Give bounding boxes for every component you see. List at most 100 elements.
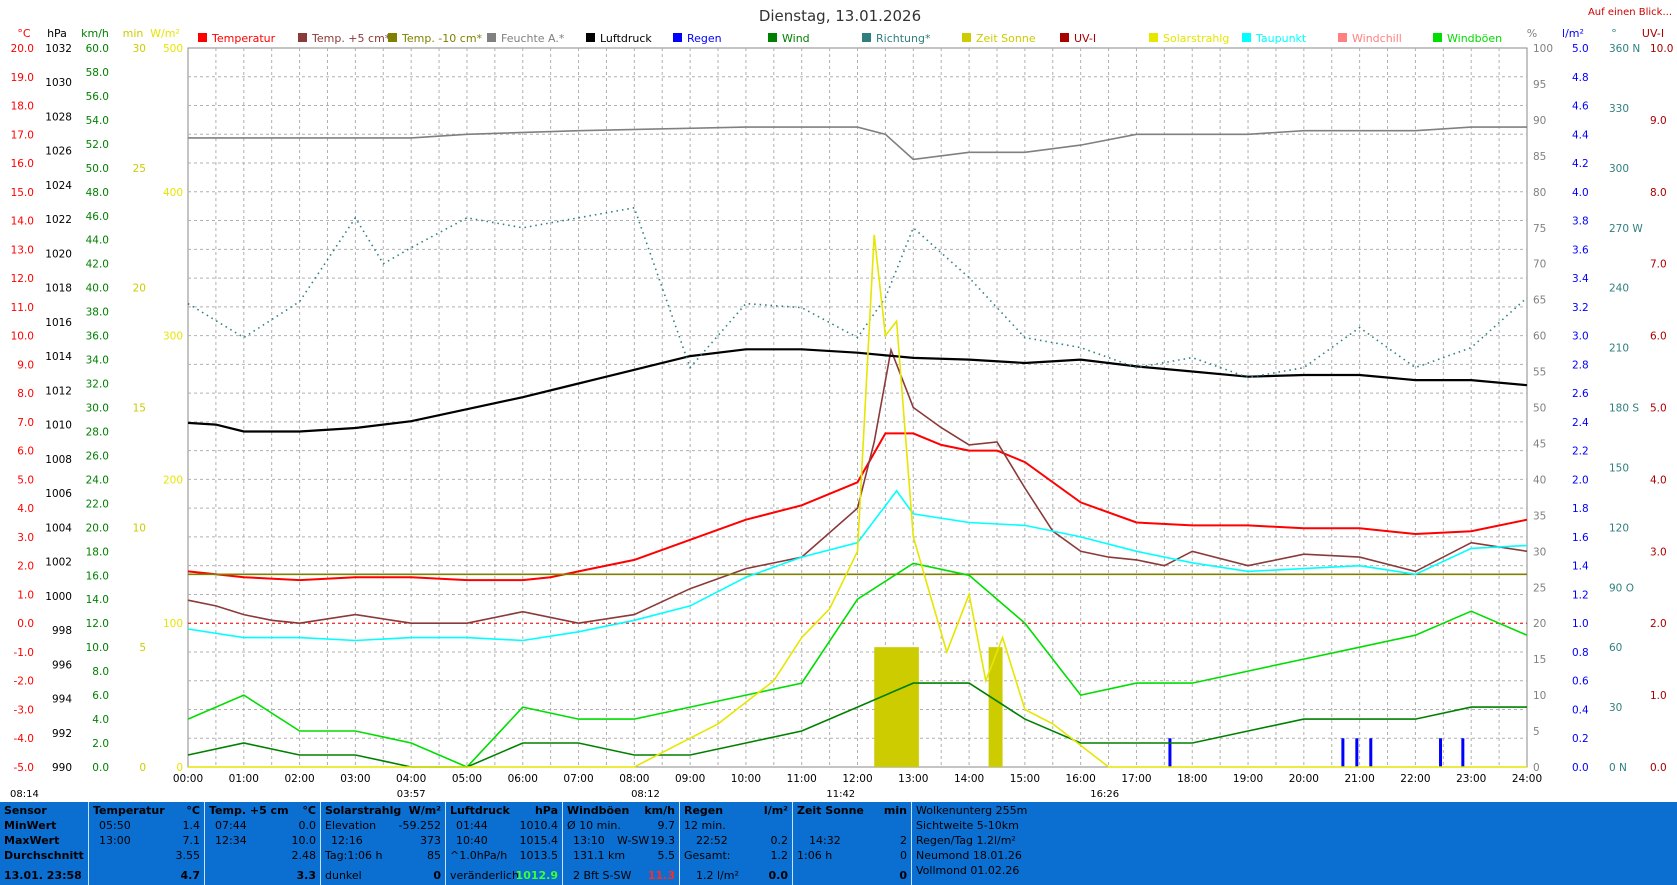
axis-tick-label: 18.0 bbox=[86, 546, 109, 558]
solar-tag-label: Tag:1:06 h bbox=[325, 849, 383, 862]
axis-tick-label: 48.0 bbox=[86, 187, 109, 199]
axis-ticks: 20.0 19.0 18.0 17.0 16.0 15.0 14.0 13.0 12.0 11.0… bbox=[11, 43, 1674, 774]
axis-tick-label: 3.6 bbox=[1572, 244, 1589, 256]
x-tick-label: 07:00 bbox=[563, 773, 593, 785]
extra-fullmoon: Vollmond 01.02.26 bbox=[916, 864, 1020, 877]
sun-unit: min bbox=[883, 804, 907, 817]
time-marker-label: 08:14 bbox=[10, 789, 39, 800]
axis-tick-label: 95 bbox=[1533, 79, 1546, 91]
axis-tick-label: 60.0 bbox=[86, 43, 109, 55]
axis-tick-label: 58.0 bbox=[86, 67, 109, 79]
extra-visibility: Sichtweite 5-10km bbox=[916, 819, 1019, 832]
axis-tick-label: 1006 bbox=[45, 488, 72, 500]
temp-min: 1.4 bbox=[182, 819, 201, 832]
axis-tick-label: 0.2 bbox=[1572, 733, 1589, 745]
series-line bbox=[187, 347, 1528, 625]
sun-r3-time: 1:06 h bbox=[797, 849, 833, 862]
axis-tick-label: 36.0 bbox=[86, 331, 109, 343]
rain-header: Regen bbox=[684, 804, 724, 817]
axis-tick-label: 24.0 bbox=[86, 474, 109, 486]
axis-tick-label: 2.6 bbox=[1572, 388, 1589, 400]
axis-tick-label: 8.0 bbox=[92, 666, 109, 678]
axis-tick-label: 1028 bbox=[45, 111, 72, 123]
legend-swatch bbox=[673, 33, 682, 42]
legend-label: Solarstrahlg bbox=[1163, 32, 1229, 45]
solar-elev-label: Elevation bbox=[325, 819, 377, 832]
axis-tick-label: 120 bbox=[1609, 522, 1629, 534]
axis-tick-label: 4.0 bbox=[1572, 187, 1589, 199]
press-current: 1012.9 bbox=[515, 869, 558, 882]
axis-tick-label: 6.0 bbox=[1650, 331, 1667, 343]
axis-tick-label: 60 bbox=[1609, 642, 1622, 654]
temp-max-time: 13:00 bbox=[99, 834, 131, 847]
axis-tick-label: 1.2 bbox=[1572, 589, 1589, 601]
x-tick-label: 10:00 bbox=[731, 773, 761, 785]
axis-tick-label: 0 N bbox=[1609, 762, 1627, 774]
axis-headers: °C hPa km/h min W/m² % l/m² ° UV-I bbox=[17, 27, 1664, 40]
x-axis: 00:00 01:00 02:00 03:00 04:00 05:00 06:00 07:00… bbox=[173, 773, 1542, 785]
legend-label: UV-I bbox=[1074, 32, 1096, 45]
axis-tick-label: 8.0 bbox=[17, 388, 34, 400]
wind-avg: 9.7 bbox=[657, 819, 676, 832]
time-marker-label: 08:12 bbox=[631, 789, 660, 800]
axis-tick-label: 0.8 bbox=[1572, 647, 1589, 659]
wind-current: 11.3 bbox=[647, 869, 675, 882]
axis-tick-label: 42.0 bbox=[86, 259, 109, 271]
legend-label: Taupunkt bbox=[1255, 32, 1307, 45]
axis-tick-label: 1010 bbox=[45, 420, 72, 432]
rain-r3-label: Gesamt: bbox=[684, 849, 731, 862]
x-tick-label: 09:00 bbox=[675, 773, 705, 785]
solar-tag: 85 bbox=[427, 849, 441, 862]
panel-regen: Regen l/m² 12 min. 22:52 0.2 Gesamt: 1.2 1.… bbox=[680, 802, 793, 885]
axis-tick-label: 5 bbox=[139, 642, 146, 654]
axis-tick-label: 5.0 bbox=[17, 474, 34, 486]
temp-min-time: 05:50 bbox=[99, 819, 131, 832]
axis-tick-label: 50.0 bbox=[86, 163, 109, 175]
extra-newmoon: Neumond 18.01.26 bbox=[916, 849, 1022, 862]
axis-tick-label: 18.0 bbox=[11, 101, 34, 113]
sun-r2-time: 14:32 bbox=[809, 834, 841, 847]
axis-tick-label: 3.0 bbox=[1572, 331, 1589, 343]
axis-tick-label: 25 bbox=[133, 163, 146, 175]
solar-unit: W/m² bbox=[408, 804, 441, 817]
x-tick-label: 01:00 bbox=[229, 773, 259, 785]
legend-label: Luftdruck bbox=[600, 32, 652, 45]
axis-tick-label: 1030 bbox=[45, 77, 72, 89]
axis-tick-label: 2.0 bbox=[17, 561, 34, 573]
axis-tick-label: 1014 bbox=[45, 351, 72, 363]
legend-label: Richtung* bbox=[876, 32, 931, 45]
legend-label: Temp. +5 cm* bbox=[311, 32, 391, 45]
axis-tick-label: 4.8 bbox=[1572, 72, 1589, 84]
press-trend: ^1.0hPa/h bbox=[450, 849, 508, 862]
axis-tick-label: 6.0 bbox=[17, 446, 34, 458]
axis-tick-label: 1032 bbox=[45, 43, 72, 55]
axis-tick-label: 90 bbox=[1533, 115, 1546, 127]
x-tick-label: 16:00 bbox=[1066, 773, 1096, 785]
axis-tick-label: 38.0 bbox=[86, 307, 109, 319]
weather-chart: Dienstag, 13.01.2026 Auf einen Blick... … bbox=[10, 7, 1674, 800]
sensor-max: MaxWert bbox=[4, 834, 60, 847]
overview-link[interactable]: Auf einen Blick... bbox=[1588, 7, 1672, 18]
axis-tick-label: 6.0 bbox=[92, 690, 109, 702]
solar-elev: -59.252 bbox=[398, 819, 441, 832]
series-line bbox=[188, 234, 1527, 768]
wind-header: Windböen bbox=[567, 804, 630, 817]
axis-tick-label: 34.0 bbox=[86, 355, 109, 367]
axis-tick-label: 54.0 bbox=[86, 115, 109, 127]
rain-bar bbox=[1439, 738, 1443, 767]
axis-tick-label: 13.0 bbox=[11, 244, 34, 256]
press-state: veränderlich bbox=[450, 869, 519, 882]
x-tick-label: 17:00 bbox=[1121, 773, 1151, 785]
axis-tick-label: 2.8 bbox=[1572, 359, 1589, 371]
sun-r2: 2 bbox=[900, 834, 907, 847]
legend-label: Windböen bbox=[1447, 32, 1502, 45]
axis-tick-label: 40 bbox=[1533, 474, 1546, 486]
temp5-header: Temp. +5 cm bbox=[209, 804, 289, 817]
legend-swatch bbox=[962, 33, 971, 42]
axis-tick-label: 240 bbox=[1609, 283, 1629, 295]
panel-extra: Wolkenunterg 255m Sichtweite 5-10km Rege… bbox=[912, 802, 1032, 885]
axis-tick-label: 180 S bbox=[1609, 403, 1639, 415]
axis-tick-label: 3.8 bbox=[1572, 216, 1589, 228]
legend-swatch bbox=[1338, 33, 1347, 42]
axis-tick-label: 12.0 bbox=[86, 618, 109, 630]
